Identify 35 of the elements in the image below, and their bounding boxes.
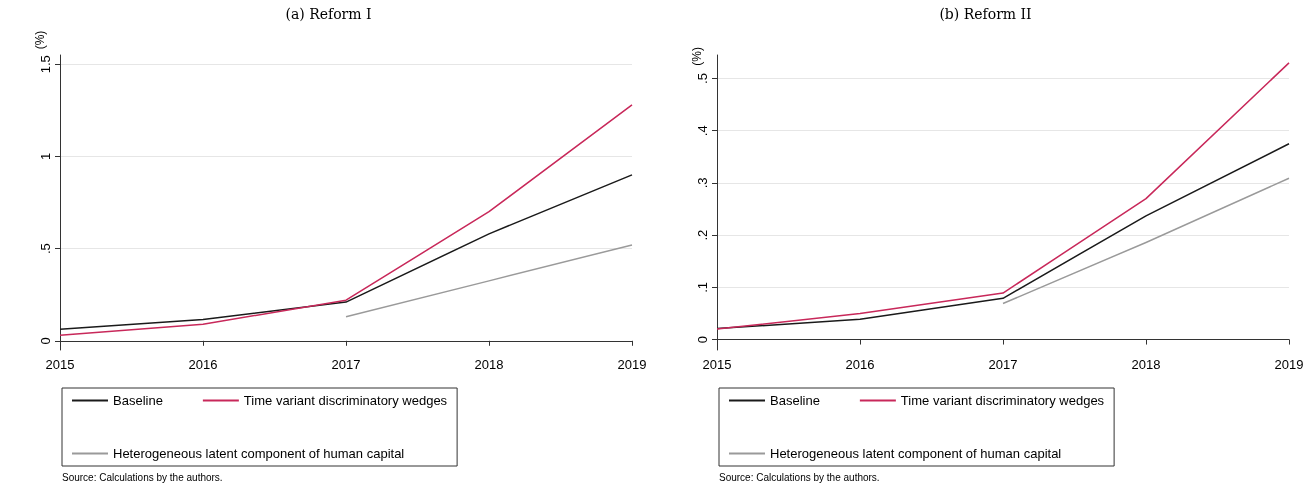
y-tick-label: .4 [695, 125, 710, 137]
x-tick-label: 2019 [617, 357, 647, 372]
y-tick-label: 0 [695, 335, 710, 344]
source-note: Source: Calculations by the authors. [719, 471, 880, 483]
y-axis-title: (%) [33, 30, 47, 50]
x-tick-label: 2016 [188, 357, 218, 372]
x-tick-label: 2016 [845, 357, 875, 372]
line-series [716, 62, 1290, 330]
y-tick-label: 1.5 [38, 55, 53, 74]
x-tick-label: 2015 [702, 357, 732, 372]
line-series [59, 104, 633, 336]
legend-label: Heterogeneous latent component of human capital [770, 446, 1062, 461]
chart-title: (b) Reform II [939, 6, 1032, 22]
x-tick-label: 2017 [331, 357, 361, 372]
x-tick-label: 2019 [1274, 357, 1304, 372]
y-tick-label: .1 [695, 281, 710, 293]
y-tick-label: .5 [695, 73, 710, 84]
source-note: Source: Calculations by the authors. [62, 471, 223, 483]
y-tick-label: 1 [38, 152, 53, 161]
x-tick-label: 2017 [988, 357, 1018, 372]
legend-label: Time variant discriminatory wedges [900, 393, 1105, 408]
x-tick-label: 2018 [1131, 357, 1161, 372]
legend-label: Heterogeneous latent component of human capital [113, 446, 405, 461]
x-tick-label: 2015 [45, 357, 75, 372]
line-series [59, 174, 633, 330]
y-tick-label: .3 [695, 177, 710, 189]
x-tick-label: 2018 [474, 357, 504, 372]
legend-label: Time variant discriminatory wedges [243, 393, 448, 408]
legend-label: Baseline [113, 393, 163, 408]
chart-title: (a) Reform I [285, 6, 372, 22]
y-axis-title: (%) [690, 47, 704, 66]
legend-label: Baseline [770, 393, 820, 408]
y-tick-label: 0 [38, 337, 53, 345]
y-tick-label: .2 [695, 229, 710, 241]
y-tick-label: .5 [38, 243, 53, 255]
